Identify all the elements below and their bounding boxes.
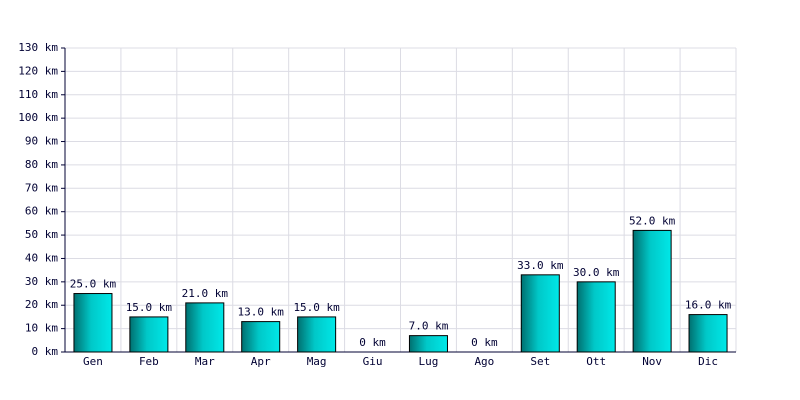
bar [185,302,225,353]
y-tick-label: 0 km [32,345,59,358]
value-label: 15.0 km [293,301,340,314]
x-tick-label: Dic [698,355,718,368]
value-label: 7.0 km [409,320,449,333]
y-tick-label: 40 km [25,251,58,264]
bar [297,316,337,353]
x-tick-label: Lug [419,355,439,368]
x-tick-label: Giu [363,355,383,368]
bar [632,229,672,353]
y-tick-label: 110 km [18,88,58,101]
value-label: 33.0 km [517,259,564,272]
value-label: 0 km [359,336,386,349]
value-label: 0 km [471,336,498,349]
value-label: 25.0 km [70,278,117,291]
bar [73,293,113,353]
x-tick-label: Feb [139,355,159,368]
value-label: 52.0 km [629,214,676,227]
bar [408,335,448,353]
value-label: 15.0 km [126,301,173,314]
y-tick-label: 60 km [25,205,58,218]
value-label: 30.0 km [573,266,620,279]
x-tick-label: Mar [195,355,215,368]
y-tick-label: 20 km [25,298,58,311]
value-label: 16.0 km [685,299,732,312]
bar [576,281,616,353]
y-tick-label: 10 km [25,322,58,335]
x-tick-label: Gen [83,355,103,368]
y-tick-label: 50 km [25,228,58,241]
bar [129,316,169,353]
y-tick-label: 80 km [25,158,58,171]
y-tick-label: 130 km [18,41,58,54]
bar [688,314,728,353]
value-label: 13.0 km [238,306,285,319]
bar [241,321,281,353]
y-tick-label: 120 km [18,64,58,77]
x-tick-label: Set [530,355,550,368]
bar [520,274,560,353]
x-tick-label: Mag [307,355,327,368]
y-tick-label: 90 km [25,135,58,148]
x-tick-label: Nov [642,355,662,368]
value-label: 21.0 km [182,287,229,300]
x-tick-label: Apr [251,355,271,368]
y-tick-label: 30 km [25,275,58,288]
x-tick-label: Ago [474,355,494,368]
y-tick-label: 70 km [25,181,58,194]
y-tick-label: 100 km [18,111,58,124]
x-tick-label: Ott [586,355,606,368]
